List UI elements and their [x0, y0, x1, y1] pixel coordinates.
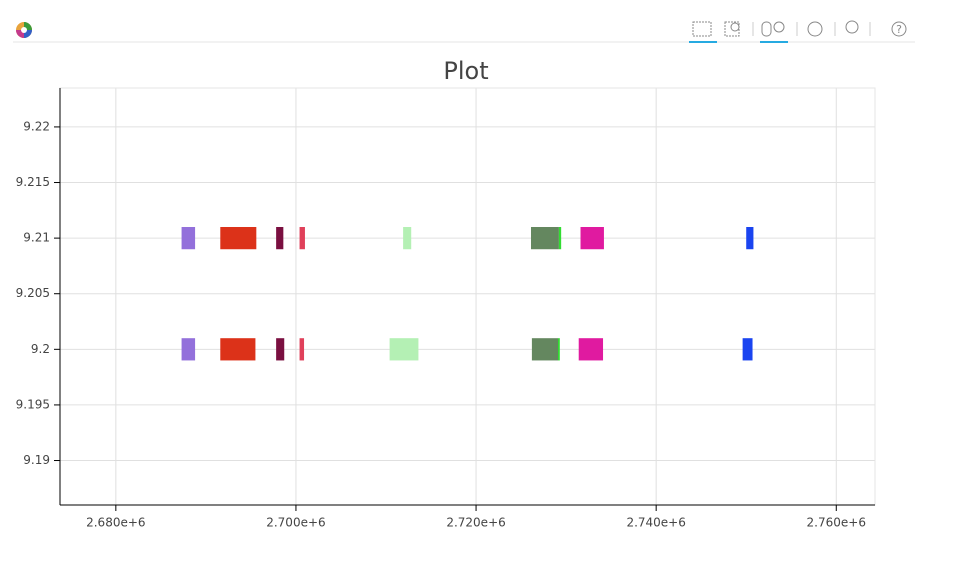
y-tick-label: 9.22 [23, 119, 50, 133]
help-tool[interactable] [891, 21, 907, 37]
interval-rect [742, 338, 753, 361]
interval-rect [746, 227, 754, 250]
interval-rect [531, 338, 559, 361]
axes: 2.680e+6 2.700e+6 2.720e+6 2.740e+6 2.760e+6… [16, 88, 875, 530]
x-tick-label: 2.700e+6 [266, 516, 325, 530]
interval-rect [299, 338, 305, 361]
y-tick-label: 9.215 [16, 175, 50, 189]
interval-rect [403, 227, 412, 250]
interval-rect [389, 338, 419, 361]
interval-rect [276, 227, 284, 250]
interval-rect [558, 338, 560, 361]
interval-rect [580, 227, 604, 250]
grid [60, 88, 875, 505]
hover-tool[interactable] [845, 20, 859, 34]
y-tick-label: 9.205 [16, 286, 50, 300]
y-tick-label: 9.2 [31, 342, 50, 356]
wheel-zoom-tool[interactable] [761, 21, 772, 37]
x-tick-label: 2.720e+6 [446, 516, 505, 530]
interval-rect [530, 227, 559, 250]
chart-title: Plot [443, 57, 488, 85]
interval-rect [276, 338, 285, 361]
x-tick-label: 2.760e+6 [807, 516, 866, 530]
toolbar [689, 20, 907, 43]
plot-frame [59, 87, 876, 506]
interval-rect [558, 227, 562, 250]
interval-rect [220, 227, 257, 250]
interval-rect [578, 338, 604, 361]
interval-rect [220, 338, 256, 361]
y-tick-label: 9.195 [16, 397, 50, 411]
y-tick-label: 9.21 [23, 231, 50, 245]
reset-tool[interactable] [807, 21, 823, 37]
interval-rect [181, 227, 196, 250]
help-icon: ? [896, 23, 902, 36]
y-tick-label: 9.19 [23, 453, 50, 467]
pan-tool[interactable] [692, 21, 712, 37]
logo [16, 22, 32, 38]
interval-rect [299, 227, 305, 250]
x-tick-label: 2.740e+6 [626, 516, 685, 530]
x-tick-label: 2.680e+6 [86, 516, 145, 530]
marks [181, 227, 754, 361]
interval-rect [181, 338, 196, 361]
